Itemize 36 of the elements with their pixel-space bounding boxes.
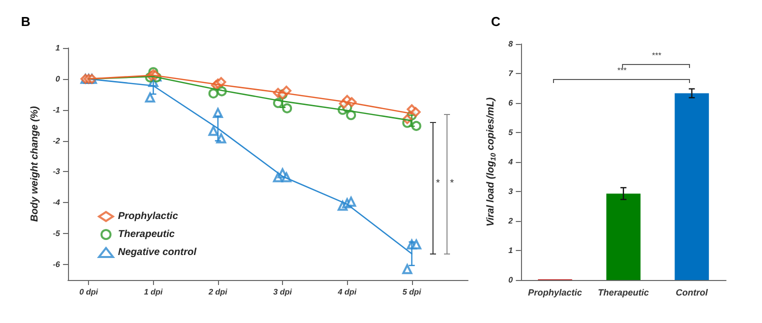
x-tick-label: Control [676, 288, 708, 298]
y-tick-label: -4 [52, 198, 61, 208]
legend-label: Negative control [118, 247, 197, 258]
y-tick-label: -6 [52, 260, 61, 270]
y-tick-label: 0 [508, 276, 514, 284]
x-tick-label: Prophylactic [528, 288, 582, 298]
y-tick-label: 3 [508, 187, 514, 196]
x-tick-label: 1 dpi [144, 288, 164, 296]
x-tick-label: 3 dpi [273, 288, 293, 296]
y-tick-label: 7 [508, 69, 514, 78]
y-axis-title: Body weight change (%) [30, 106, 40, 222]
y-tick-label: 8 [508, 40, 514, 48]
y-tick-label: 4 [507, 158, 514, 166]
chart-title: C [491, 14, 501, 29]
y-tick-label: -2 [52, 136, 61, 146]
y-tick-label: 5 [508, 128, 514, 137]
y-tick-label: 1 [56, 44, 61, 52]
annotation: * [436, 178, 440, 189]
y-tick-label: 6 [508, 98, 514, 108]
chart-title: B [21, 14, 30, 29]
legend-label: Prophylactic [118, 211, 178, 222]
annotation: *** [616, 66, 628, 75]
y-tick-label: -5 [52, 229, 61, 238]
annotation: *** [650, 51, 662, 60]
y-tick-label: -1 [52, 105, 61, 114]
legend-label: Therapeutic [118, 229, 176, 240]
x-tick-label: Therapeutic [598, 288, 649, 298]
y-tick-label: 1 [508, 246, 514, 255]
x-tick-label: 2 dpi [208, 288, 228, 296]
x-tick-label: 0 dpi [79, 288, 99, 296]
annotation: * [450, 178, 454, 189]
y-tick-label: -3 [52, 167, 61, 176]
y-tick-label: 0 [56, 74, 61, 84]
y-tick-label: 2 [507, 216, 514, 226]
x-tick-label: 4 dpi [336, 288, 358, 296]
x-tick-label: 5 dpi [402, 288, 422, 296]
